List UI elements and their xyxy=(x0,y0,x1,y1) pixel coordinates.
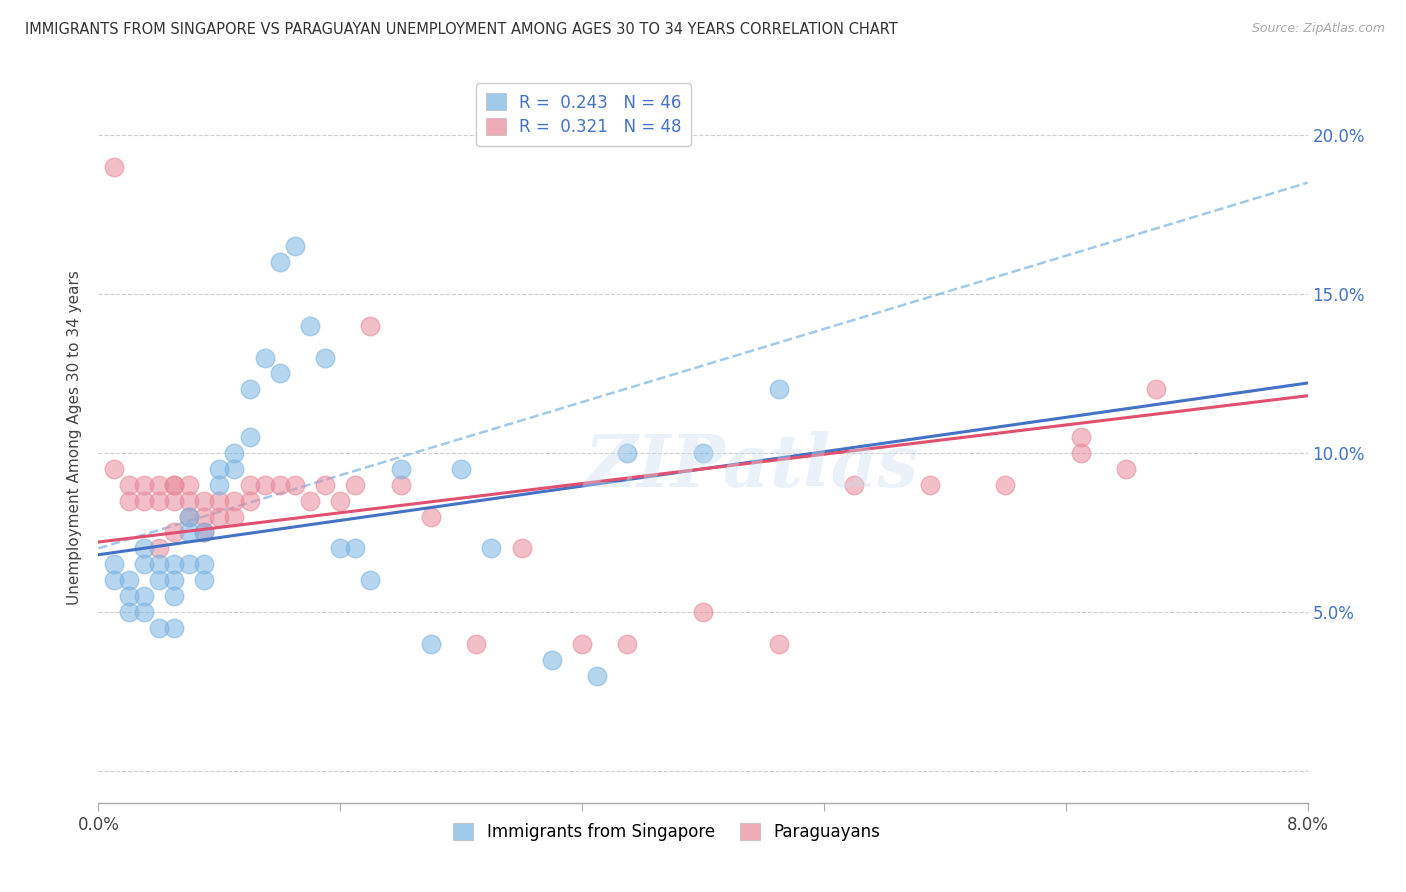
Point xyxy=(269,367,291,381)
Point xyxy=(420,509,443,524)
Point xyxy=(193,525,215,540)
Point xyxy=(163,477,186,491)
Point xyxy=(768,637,790,651)
Point xyxy=(163,589,186,603)
Text: Source: ZipAtlas.com: Source: ZipAtlas.com xyxy=(1251,22,1385,36)
Point xyxy=(360,318,382,333)
Point xyxy=(148,477,170,491)
Point xyxy=(103,558,125,572)
Point xyxy=(299,493,322,508)
Point xyxy=(253,477,276,491)
Point xyxy=(163,573,186,587)
Point xyxy=(389,477,412,491)
Point xyxy=(148,621,170,635)
Point xyxy=(1070,430,1092,444)
Point xyxy=(132,493,155,508)
Point xyxy=(344,477,367,491)
Point xyxy=(314,351,336,365)
Point xyxy=(208,493,231,508)
Point xyxy=(103,160,125,174)
Point xyxy=(284,239,307,253)
Point xyxy=(103,573,125,587)
Point xyxy=(344,541,367,556)
Point xyxy=(148,541,170,556)
Point xyxy=(193,493,215,508)
Text: ZIPatlas: ZIPatlas xyxy=(585,431,918,502)
Point xyxy=(692,446,714,460)
Point xyxy=(148,493,170,508)
Point xyxy=(132,541,155,556)
Point xyxy=(510,541,533,556)
Point xyxy=(360,573,382,587)
Point xyxy=(193,558,215,572)
Point xyxy=(540,653,562,667)
Point xyxy=(179,509,201,524)
Point xyxy=(163,525,186,540)
Point xyxy=(692,605,714,619)
Point xyxy=(148,573,170,587)
Point xyxy=(329,541,352,556)
Point xyxy=(616,446,638,460)
Point xyxy=(314,477,336,491)
Point xyxy=(239,383,262,397)
Point xyxy=(163,477,186,491)
Point xyxy=(179,493,201,508)
Point xyxy=(208,509,231,524)
Point xyxy=(481,541,503,556)
Point xyxy=(253,351,276,365)
Point xyxy=(284,477,307,491)
Point xyxy=(163,621,186,635)
Point xyxy=(208,462,231,476)
Point xyxy=(193,525,215,540)
Point xyxy=(118,605,141,619)
Point xyxy=(269,477,291,491)
Point xyxy=(224,446,246,460)
Y-axis label: Unemployment Among Ages 30 to 34 years: Unemployment Among Ages 30 to 34 years xyxy=(67,269,83,605)
Point xyxy=(103,462,125,476)
Point xyxy=(239,430,262,444)
Point xyxy=(1146,383,1168,397)
Text: IMMIGRANTS FROM SINGAPORE VS PARAGUAYAN UNEMPLOYMENT AMONG AGES 30 TO 34 YEARS C: IMMIGRANTS FROM SINGAPORE VS PARAGUAYAN … xyxy=(25,22,898,37)
Point xyxy=(420,637,443,651)
Point xyxy=(163,558,186,572)
Point xyxy=(148,558,170,572)
Point xyxy=(224,509,246,524)
Point xyxy=(269,255,291,269)
Point xyxy=(224,462,246,476)
Point xyxy=(132,589,155,603)
Point xyxy=(571,637,593,651)
Point xyxy=(132,605,155,619)
Point xyxy=(179,525,201,540)
Point xyxy=(389,462,412,476)
Point xyxy=(329,493,352,508)
Point xyxy=(239,493,262,508)
Point xyxy=(118,477,141,491)
Point xyxy=(586,668,609,682)
Point xyxy=(239,477,262,491)
Point xyxy=(118,493,141,508)
Point xyxy=(450,462,472,476)
Point xyxy=(994,477,1017,491)
Point xyxy=(179,558,201,572)
Point xyxy=(132,558,155,572)
Point xyxy=(918,477,941,491)
Point xyxy=(132,477,155,491)
Point xyxy=(1070,446,1092,460)
Legend: Immigrants from Singapore, Paraguayans: Immigrants from Singapore, Paraguayans xyxy=(446,814,889,849)
Point xyxy=(179,509,201,524)
Point xyxy=(193,573,215,587)
Point xyxy=(163,493,186,508)
Point xyxy=(224,493,246,508)
Point xyxy=(118,573,141,587)
Point xyxy=(1115,462,1137,476)
Point xyxy=(179,477,201,491)
Point xyxy=(118,589,141,603)
Point xyxy=(616,637,638,651)
Point xyxy=(193,509,215,524)
Point xyxy=(208,477,231,491)
Point xyxy=(768,383,790,397)
Point xyxy=(465,637,488,651)
Point xyxy=(844,477,866,491)
Point xyxy=(299,318,322,333)
